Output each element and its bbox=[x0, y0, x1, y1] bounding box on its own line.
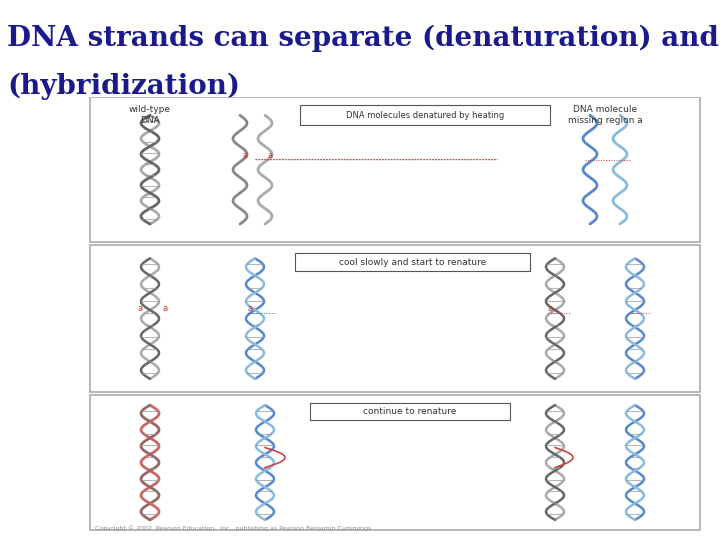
Text: Copyright © 2002  Pearson Education,  Inc., publishing as Pearson Benjamin Cummi: Copyright © 2002 Pearson Education, Inc.… bbox=[95, 525, 372, 531]
Text: a: a bbox=[163, 303, 168, 313]
Text: a: a bbox=[547, 303, 552, 313]
Text: wild-type
DNA: wild-type DNA bbox=[129, 105, 171, 125]
Bar bbox=[90, 97, 700, 242]
Text: cool slowly and start to renature: cool slowly and start to renature bbox=[339, 258, 486, 267]
Text: continue to renature: continue to renature bbox=[364, 407, 456, 416]
Bar bbox=[90, 395, 700, 530]
Text: a: a bbox=[248, 303, 253, 313]
Bar bbox=[90, 245, 700, 392]
Text: a: a bbox=[267, 151, 273, 160]
Text: DNA strands can separate (denaturation) and reassociate: DNA strands can separate (denaturation) … bbox=[7, 24, 720, 52]
Bar bbox=[300, 105, 550, 125]
Text: DNA molecule
missing region a: DNA molecule missing region a bbox=[567, 105, 642, 125]
Text: a: a bbox=[243, 151, 248, 160]
Text: (hybridization): (hybridization) bbox=[7, 73, 240, 100]
Bar bbox=[310, 403, 510, 420]
Bar bbox=[295, 253, 530, 271]
Text: a: a bbox=[138, 303, 143, 313]
Text: DNA molecules denatured by heating: DNA molecules denatured by heating bbox=[346, 111, 504, 120]
